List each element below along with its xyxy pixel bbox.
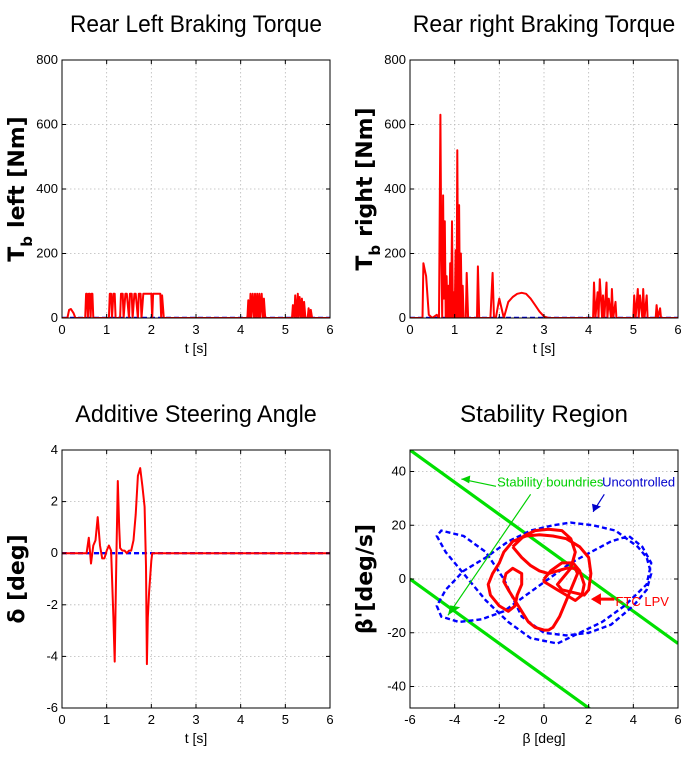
x-tick-label: 5 <box>282 322 289 337</box>
y-tick-label: 40 <box>392 464 406 479</box>
y-tick-label: 0 <box>399 310 406 325</box>
y-tick-label: 20 <box>392 517 406 532</box>
x-tick-label: 0 <box>58 712 65 727</box>
y-tick-label: 200 <box>36 246 58 261</box>
chart-title: Rear Left Braking Torque <box>70 11 322 38</box>
x-tick-label: 3 <box>192 322 199 337</box>
y-tick-label: 400 <box>384 181 406 196</box>
x-tick-label: 0 <box>58 322 65 337</box>
y-axis-label: Tbright [Nm] <box>353 107 384 270</box>
y-tick-label: 600 <box>36 117 58 132</box>
y-tick-label: 200 <box>384 246 406 261</box>
x-tick-label: 6 <box>326 712 333 727</box>
x-tick-label: 2 <box>496 322 503 337</box>
x-tick-label: 6 <box>326 322 333 337</box>
arrowhead <box>590 593 601 606</box>
arrowhead <box>461 475 471 484</box>
x-tick-label: 3 <box>192 712 199 727</box>
x-tick-label: -4 <box>449 712 461 727</box>
series-controlled <box>62 467 330 666</box>
y-tick-label: -6 <box>46 700 58 715</box>
y-axis-label: Tbleft [Nm] <box>5 116 36 261</box>
x-tick-label: 6 <box>674 322 681 337</box>
chart-title: Additive Steering Angle <box>75 401 317 428</box>
chart-title: Stability Region <box>460 401 628 428</box>
series-controlled <box>62 292 330 318</box>
y-tick-label: -20 <box>387 625 406 640</box>
x-tick-label: 5 <box>630 322 637 337</box>
y-tick-label: -40 <box>387 679 406 694</box>
chart-p1: 0 1 2 3 4 5 6 0 200 400 600 800 Rear Left Braking To… <box>5 11 334 356</box>
x-axis-label: β [deg] <box>522 730 565 746</box>
chart-title: Rear right Braking Torque <box>413 11 676 38</box>
x-tick-label: 1 <box>103 322 110 337</box>
y-tick-label: 4 <box>51 442 58 457</box>
arrowhead <box>447 605 461 616</box>
x-tick-label: 0 <box>540 712 547 727</box>
x-tick-label: 2 <box>148 322 155 337</box>
chart-p3: 0 1 2 3 4 5 6 -6 -4 -2 0 2 4 Additive Steering Angle t… <box>5 401 334 746</box>
y-tick-label: 800 <box>384 52 406 67</box>
x-tick-label: 5 <box>282 712 289 727</box>
x-tick-label: 4 <box>630 712 637 727</box>
annotation-arrow <box>447 494 532 616</box>
x-tick-label: 2 <box>148 712 155 727</box>
x-tick-label: 4 <box>237 712 244 727</box>
series-group <box>410 450 678 708</box>
x-tick-label: 1 <box>451 322 458 337</box>
series-controlled <box>410 113 678 318</box>
y-tick-label: 600 <box>384 117 406 132</box>
stability-boundary-line <box>410 450 678 645</box>
y-tick-label: -2 <box>46 597 58 612</box>
x-tick-label: 4 <box>585 322 592 337</box>
y-tick-label: -4 <box>46 648 58 663</box>
annotation-uncontrolled: Uncontrolled <box>602 474 675 489</box>
y-axis-label: δ [deg] <box>5 534 30 623</box>
y-tick-label: 0 <box>51 545 58 560</box>
y-tick-label: 400 <box>36 181 58 196</box>
y-axis-label: β'[deg/s] <box>353 524 378 634</box>
x-axis-label: t [s] <box>185 340 208 356</box>
y-tick-label: 0 <box>51 310 58 325</box>
annotation-ftc-lpv: FTC LPV <box>615 594 669 609</box>
x-tick-label: -6 <box>404 712 416 727</box>
series-group <box>62 467 330 666</box>
series-controlled <box>542 561 586 602</box>
x-tick-label: 3 <box>540 322 547 337</box>
x-tick-label: -2 <box>494 712 506 727</box>
x-tick-label: 6 <box>674 712 681 727</box>
series-group <box>62 292 330 318</box>
x-tick-label: 0 <box>406 322 413 337</box>
x-axis-label: t [s] <box>533 340 556 356</box>
arrowhead <box>592 503 601 512</box>
y-tick-label: 0 <box>399 571 406 586</box>
stability-boundary-line <box>410 577 592 708</box>
chart-p2: 0 1 2 3 4 5 6 0 200 400 600 800 Rear right Braking T… <box>353 11 682 356</box>
x-tick-label: 2 <box>585 712 592 727</box>
x-tick-label: 1 <box>103 712 110 727</box>
series-group <box>410 113 678 318</box>
y-tick-label: 2 <box>51 494 58 509</box>
series-controlled <box>486 527 593 632</box>
x-tick-label: 4 <box>237 322 244 337</box>
series-uncontrolled <box>435 521 653 645</box>
x-axis-label: t [s] <box>185 730 208 746</box>
y-tick-label: 800 <box>36 52 58 67</box>
annotation-stability-boundaries: Stability boundries <box>497 474 604 489</box>
